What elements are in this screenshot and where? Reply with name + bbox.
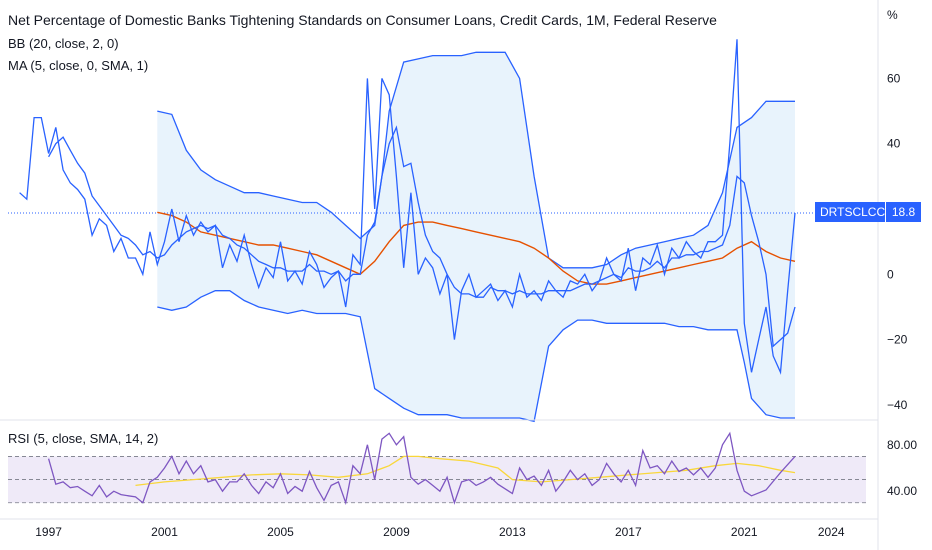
last-value-symbol: DRTSCLCC [820,205,886,219]
bb-lower-line [157,290,795,423]
price-tick-label: 40 [887,137,901,151]
time-tick-label: 2005 [267,525,294,539]
rsi-legend[interactable]: RSI (5, close, SMA, 14, 2) [8,431,159,446]
price-tick-label: 60 [887,71,901,85]
price-tick-label: −20 [887,333,908,347]
ma-legend[interactable]: MA (5, close, 0, SMA, 1) [8,58,149,73]
chart-title: Net Percentage of Domestic Banks Tighten… [8,12,717,28]
rsi-tick-label: 80.00 [887,438,917,452]
bollinger-band-fill [157,52,796,422]
ma-line [48,125,796,348]
time-tick-label: 2009 [383,525,410,539]
price-tick-label: −40 [887,398,908,412]
rsi-line [47,431,796,506]
time-tick-label: 2013 [499,525,526,539]
last-value-tag: DRTSCLCC 18.8 [815,202,921,222]
rsi-ma-line [135,455,796,487]
time-axis: 1997 2001 2005 2009 2013 2017 2021 2024 [35,525,845,539]
bb-legend[interactable]: BB (20, close, 2, 0) [8,36,119,51]
price-axis-unit: % [887,8,898,22]
time-tick-label: 2017 [615,525,642,539]
rsi-tick-label: 40.00 [887,484,917,498]
price-tick-label: 0 [887,267,894,281]
price-pane [8,39,878,423]
time-tick-label: 2001 [151,525,178,539]
last-value-number: 18.8 [885,202,921,222]
time-tick-label: 2021 [731,525,758,539]
bb-upper-line [157,51,795,269]
time-tick-label: 1997 [35,525,62,539]
rsi-axis: 80.00 40.00 [887,438,917,498]
rsi-pane [8,431,866,506]
time-tick-label: 2024 [818,525,845,539]
series-line [19,39,796,375]
bb-basis-line [157,211,796,285]
